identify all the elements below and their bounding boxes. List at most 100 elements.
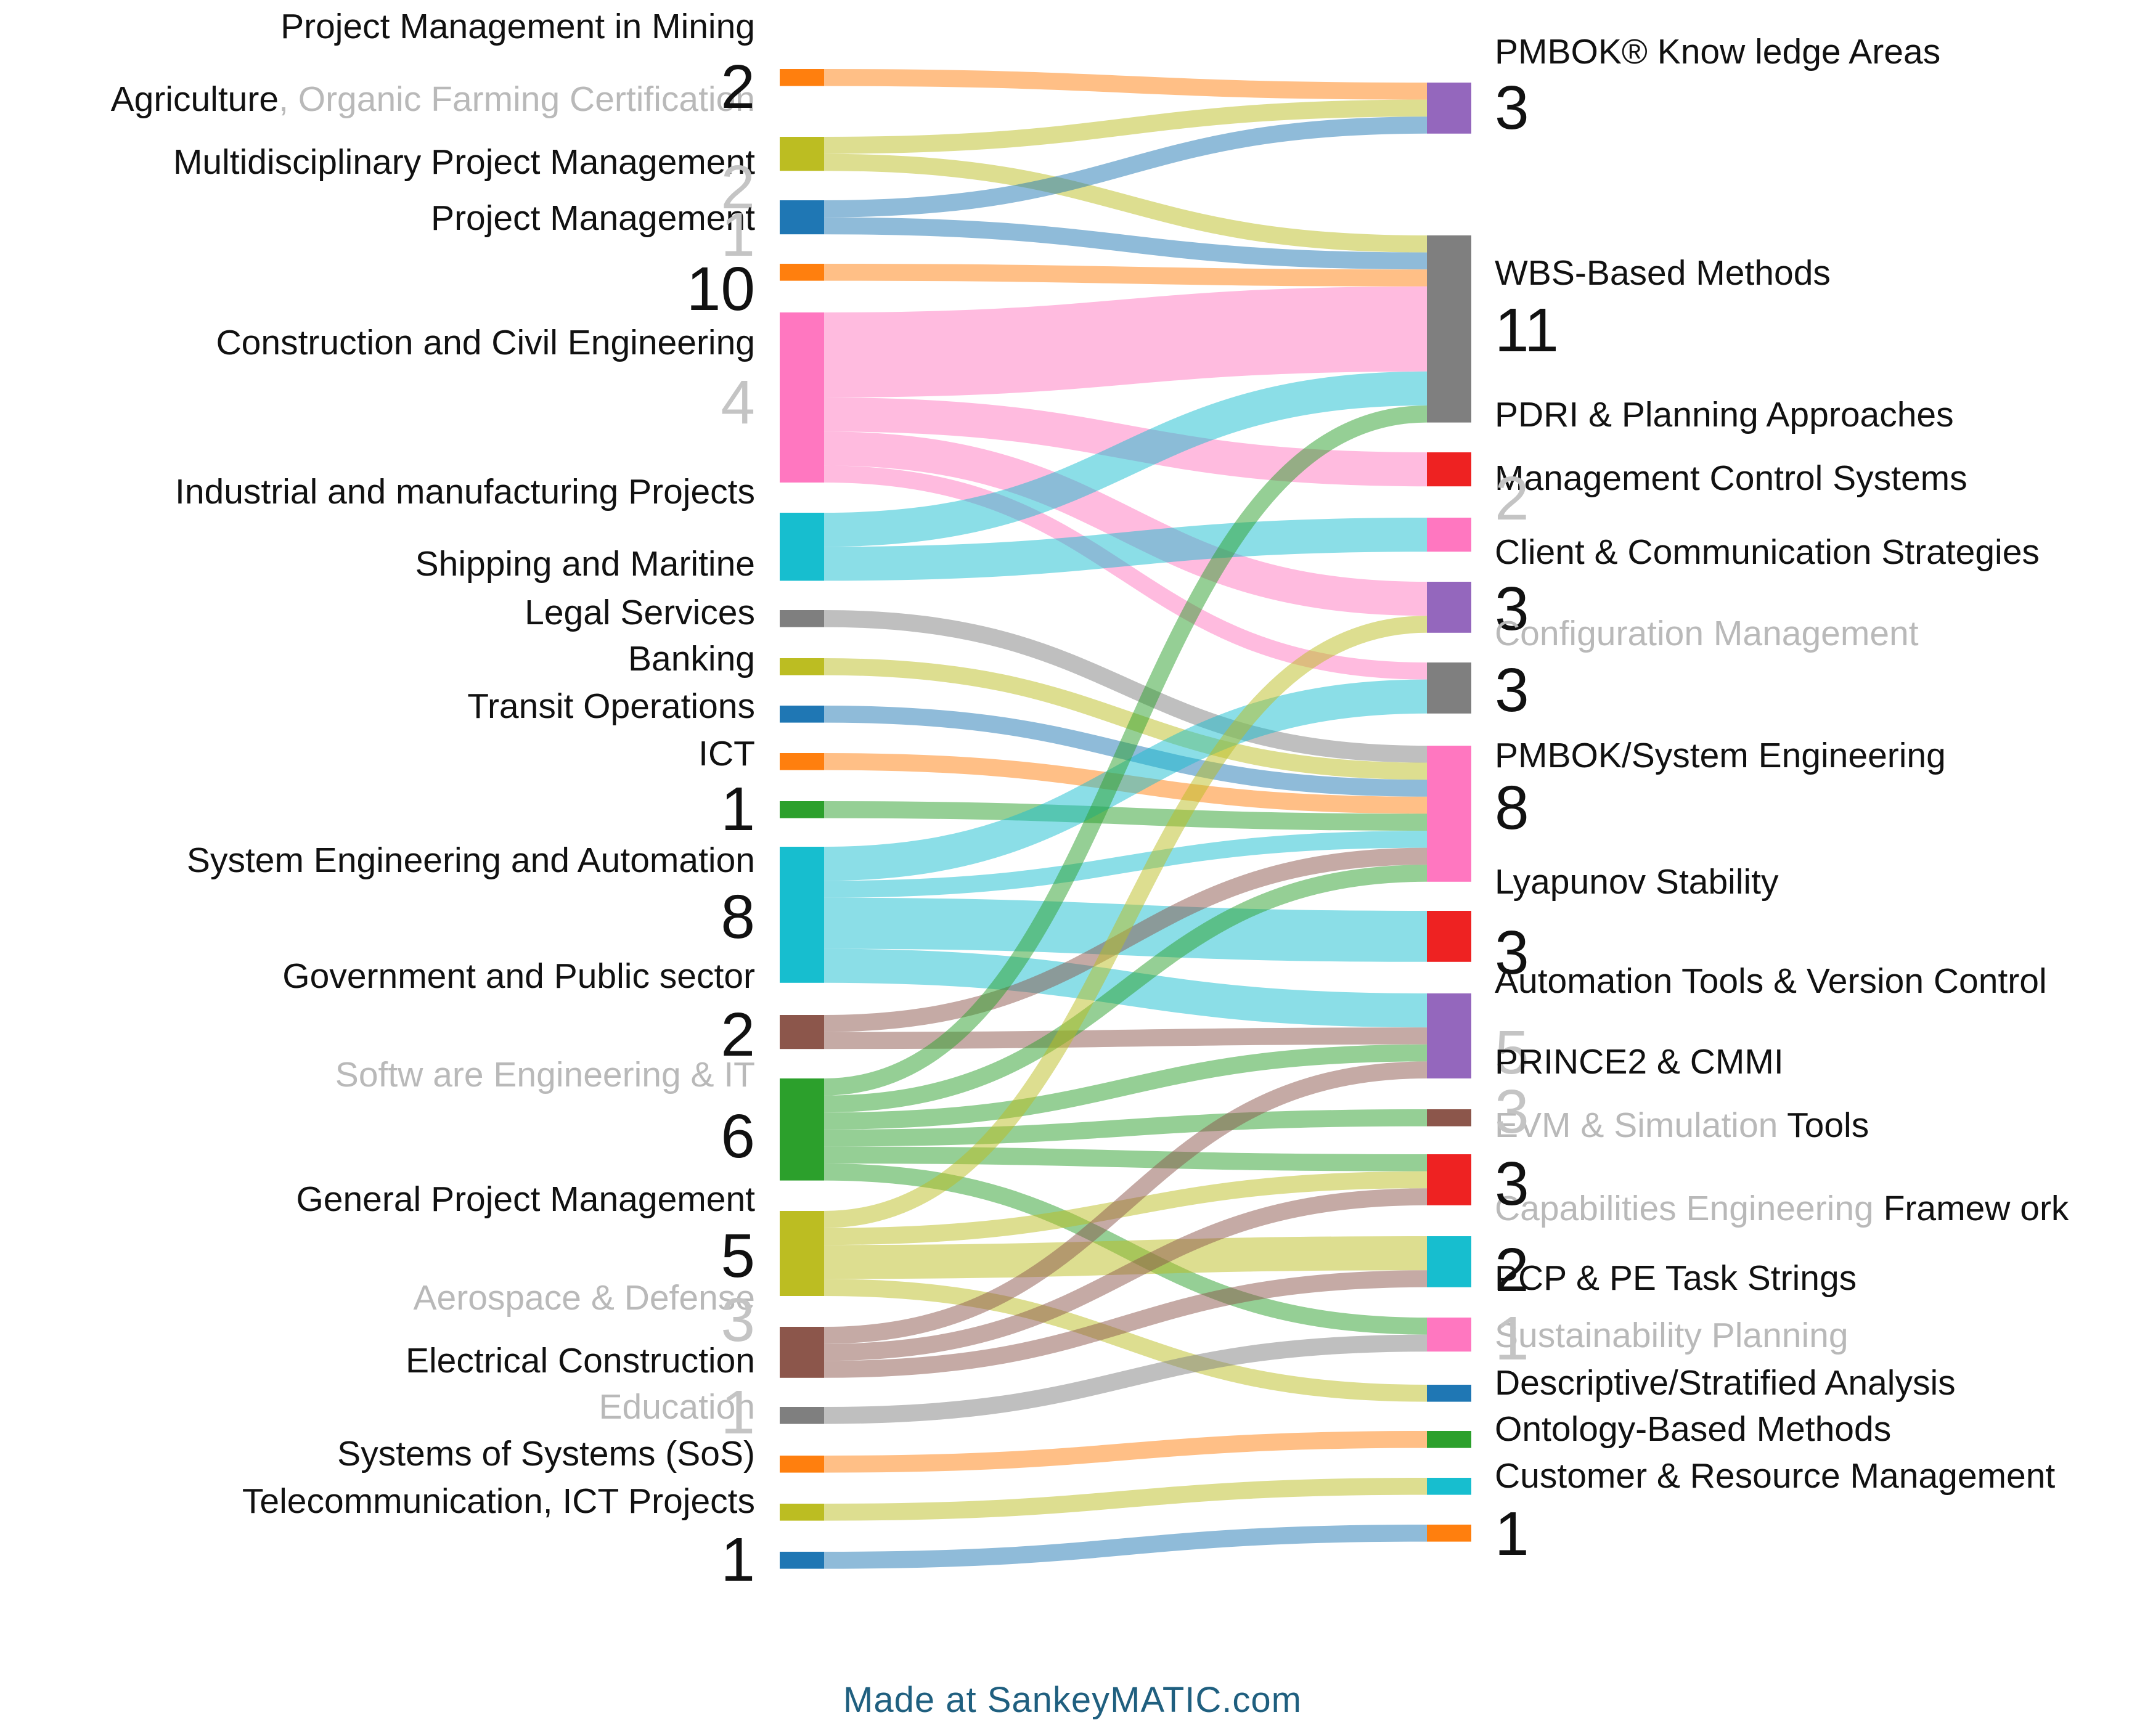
flow-s6-to-t6[interactable] [823, 610, 1428, 763]
flow-s4-to-t4[interactable] [823, 431, 1428, 616]
target-node-4[interactable] [1427, 582, 1471, 633]
source-node-18[interactable] [780, 1504, 824, 1521]
target-value-4: 3 [1495, 574, 1529, 643]
source-node-12[interactable] [780, 1015, 824, 1049]
target-node-13[interactable] [1427, 1385, 1471, 1402]
source-label-9: Transit Operations [467, 687, 755, 726]
target-node-7[interactable] [1427, 911, 1471, 962]
target-node-15[interactable] [1427, 1478, 1471, 1495]
source-node-17[interactable] [780, 1456, 824, 1473]
source-node-7[interactable] [780, 658, 824, 675]
source-node-3[interactable] [780, 264, 824, 281]
source-value-13: 6 [721, 1102, 755, 1171]
source-value-1: 2 [721, 52, 755, 121]
target-node-6[interactable] [1427, 746, 1471, 882]
target-label-8: Automation Tools & Version Control [1495, 961, 2047, 1001]
source-label-18: Systems of Systems (SoS) [337, 1434, 755, 1473]
flow-s5-to-t1[interactable] [823, 371, 1428, 547]
source-node-14[interactable] [780, 1211, 824, 1296]
target-node-12[interactable] [1427, 1318, 1471, 1352]
target-value-8: 5 [1495, 1018, 1529, 1087]
target-label-3: Management Control Systems [1495, 458, 1967, 498]
flow-s15-to-t10[interactable] [823, 1188, 1428, 1361]
flow-s15-to-t8[interactable] [823, 1061, 1428, 1344]
target-label-12: PCP & PE Task Strings [1495, 1258, 1857, 1298]
source-node-0[interactable] [780, 69, 824, 86]
flow-s13-to-t8[interactable] [823, 1044, 1428, 1130]
flow-s7-to-t6[interactable] [823, 658, 1428, 780]
target-node-2[interactable] [1427, 452, 1471, 487]
target-node-3[interactable] [1427, 518, 1471, 552]
flow-s13-to-t6[interactable] [823, 865, 1428, 1113]
source-value-4: 10 [687, 255, 755, 324]
source-label-16: Electrical Construction [406, 1341, 755, 1380]
target-label-11: Capabilities Engineering Framew ork [1495, 1189, 2069, 1228]
source-node-2[interactable] [780, 200, 824, 235]
target-label-0: PMBOK® Know ledge Areas [1495, 32, 1940, 71]
target-value-16: 1 [1495, 1499, 1529, 1568]
source-node-13[interactable] [780, 1078, 824, 1181]
target-node-9[interactable] [1427, 1109, 1471, 1127]
source-label-13: Softw are Engineering & IT [335, 1055, 755, 1094]
target-value-12: 2 [1495, 1236, 1529, 1305]
target-value-11: 3 [1495, 1149, 1529, 1218]
flow-s13-to-t10[interactable] [823, 1146, 1428, 1172]
source-node-16[interactable] [780, 1407, 824, 1424]
target-node-11[interactable] [1427, 1236, 1471, 1287]
flow-s15-to-t11[interactable] [823, 1270, 1428, 1378]
credit-text[interactable]: Made at SankeyMATIC.com [843, 1680, 1302, 1720]
target-label-7: Lyapunov Stability [1495, 862, 1779, 902]
source-node-6[interactable] [780, 610, 824, 627]
source-node-11[interactable] [780, 847, 824, 983]
target-label-14: Descriptive/Stratified Analysis [1495, 1363, 1956, 1403]
source-node-19[interactable] [780, 1552, 824, 1569]
flow-s13-to-t9[interactable] [823, 1109, 1428, 1147]
flow-s2-to-t0[interactable] [823, 116, 1428, 218]
source-value-14: 5 [721, 1221, 755, 1290]
source-label-17: Education [599, 1387, 755, 1427]
flow-s18-to-t15[interactable] [823, 1478, 1428, 1521]
flow-s16-to-t12[interactable] [823, 1334, 1428, 1424]
flow-s11-to-t5[interactable] [823, 679, 1428, 881]
flow-s0-to-t0[interactable] [823, 69, 1428, 100]
source-node-15[interactable] [780, 1327, 824, 1378]
flow-s13-to-t1[interactable] [823, 405, 1428, 1096]
flow-s4-to-t1[interactable] [823, 286, 1428, 397]
source-value-11: 8 [721, 882, 755, 952]
flow-s5-to-t3[interactable] [823, 518, 1428, 581]
target-label-5: Configuration Management [1495, 614, 1919, 653]
target-node-8[interactable] [1427, 993, 1471, 1078]
target-node-14[interactable] [1427, 1431, 1471, 1448]
source-node-5[interactable] [780, 513, 824, 581]
source-node-1[interactable] [780, 137, 824, 171]
target-node-10[interactable] [1427, 1154, 1471, 1205]
source-value-2: 2 [721, 153, 755, 222]
flow-s19-to-t16[interactable] [823, 1525, 1428, 1569]
flow-s1-to-t0[interactable] [823, 99, 1428, 154]
flow-s14-to-t4[interactable] [823, 616, 1428, 1228]
target-node-5[interactable] [1427, 662, 1471, 714]
flow-s11-to-t6[interactable] [823, 831, 1428, 898]
target-node-0[interactable] [1427, 83, 1471, 134]
source-node-4[interactable] [780, 312, 824, 483]
flow-s12-to-t8[interactable] [823, 1027, 1428, 1049]
source-label-5: Industrial and manufacturing Projects [175, 472, 755, 511]
target-label-13: Sustainability Planning [1495, 1316, 1849, 1355]
target-label-2: PDRI & Planning Approaches [1495, 395, 1954, 434]
source-node-9[interactable] [780, 753, 824, 770]
flow-s10-to-t6[interactable] [823, 801, 1428, 831]
source-label-12: Government and Public sector [282, 956, 755, 996]
target-node-1[interactable] [1427, 235, 1471, 423]
flow-s3-to-t1[interactable] [823, 264, 1428, 287]
flow-s14-to-t13[interactable] [823, 1279, 1428, 1402]
flow-s1-to-t1[interactable] [823, 153, 1428, 253]
source-node-10[interactable] [780, 801, 824, 818]
flow-s2-to-t1[interactable] [823, 217, 1428, 270]
flow-s17-to-t14[interactable] [823, 1431, 1428, 1473]
flow-s14-to-t11[interactable] [823, 1236, 1428, 1279]
source-label-2: Multidisciplinary Project Management [173, 142, 755, 182]
source-value-10: 1 [721, 775, 755, 844]
target-node-16[interactable] [1427, 1525, 1471, 1542]
source-node-8[interactable] [780, 706, 824, 723]
